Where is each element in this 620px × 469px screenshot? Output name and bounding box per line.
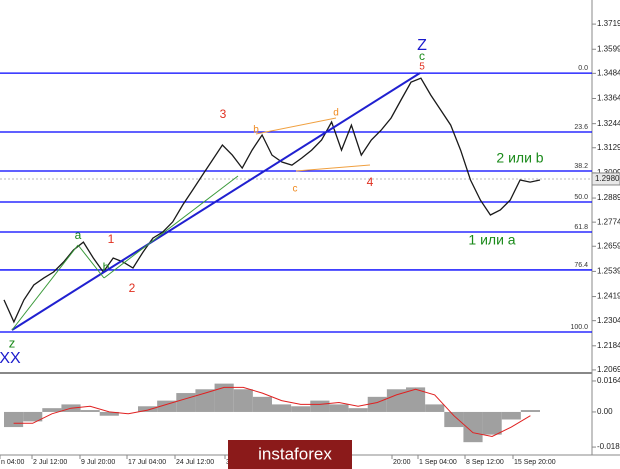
osc-bar: [367, 396, 387, 412]
x-tick-label: 15 Sep 20:00: [514, 459, 556, 466]
current-price-label: 1.2980: [595, 174, 620, 183]
osc-bar: [176, 393, 196, 412]
osc-tick-label: -0.01859: [597, 442, 620, 451]
current-price-box: [591, 172, 620, 186]
x-tick-label: 2 Jul 12:00: [33, 459, 67, 466]
logo: instaforex: [258, 444, 332, 463]
y-tick-label: 1.2889: [597, 193, 620, 202]
wave-label: XX: [0, 350, 21, 367]
osc-bar: [482, 411, 502, 435]
wave-label: 4: [367, 175, 374, 189]
wave-label: 3: [220, 107, 227, 121]
osc-bar: [348, 408, 368, 412]
osc-tick-label: 0.00: [597, 407, 613, 416]
logo-box: [228, 440, 352, 469]
wave-line: [103, 175, 239, 279]
x-tick-label: 1 Sep 04:00: [419, 459, 457, 466]
wave-label: 1 или a: [468, 232, 515, 248]
x-tick-label: 20:00: [393, 459, 411, 466]
trend-line: [11, 72, 421, 331]
osc-bar: [501, 411, 521, 420]
wave-label: 2: [129, 281, 136, 295]
y-tick-label: 1.3244: [597, 119, 620, 128]
wave-label: 2 или b: [496, 150, 543, 166]
fib-label: 100.0: [570, 324, 588, 331]
fib-label: 23.6: [574, 124, 588, 131]
osc-bar: [444, 411, 464, 428]
y-tick-label: 1.3599: [597, 44, 620, 53]
osc-bar: [520, 410, 540, 412]
x-tick-label: 24 Jul 12:00: [176, 459, 214, 466]
osc-bar: [80, 410, 100, 412]
wave-label: a: [75, 228, 82, 242]
wave-label: Z: [417, 37, 427, 54]
y-tick-label: 1.2774: [597, 217, 620, 226]
osc-bar: [23, 411, 43, 422]
wave-line: [11, 244, 79, 331]
osc-bar: [157, 400, 177, 412]
osc-bar: [425, 404, 445, 412]
wave-label: c: [293, 184, 298, 195]
y-tick-label: 1.3364: [597, 94, 620, 103]
y-tick-label: 1.2304: [597, 316, 620, 325]
wave-label: d: [333, 108, 339, 119]
y-tick-label: 1.3484: [597, 68, 620, 77]
wave-label: 5: [419, 62, 425, 73]
osc-bar: [386, 389, 406, 412]
fib-label: 61.8: [574, 224, 588, 231]
osc-bar: [291, 406, 311, 412]
osc-tick-label: 0.0164: [597, 376, 620, 385]
x-tick-label: 17 Jul 04:00: [128, 459, 166, 466]
wave-line: [77, 244, 105, 279]
wave-label: b: [253, 125, 259, 136]
osc-bar: [214, 383, 234, 412]
y-tick-label: 1.2184: [597, 341, 620, 350]
y-tick-label: 1.2419: [597, 292, 620, 301]
wave-label: z: [9, 335, 16, 350]
plot-layer: 1.37191.35991.34841.33641.32441.31291.30…: [0, 19, 620, 466]
y-tick-label: 1.2659: [597, 241, 620, 250]
wave-label: b: [103, 260, 110, 274]
wave-line: [255, 117, 337, 135]
price-line: [3, 77, 541, 324]
osc-bar: [99, 411, 119, 416]
y-tick-label: 1.3719: [597, 19, 620, 28]
fib-label: 38.2: [574, 163, 588, 170]
wave-line: [295, 164, 371, 172]
y-tick-label: 1.2539: [597, 267, 620, 276]
osc-bar: [4, 411, 24, 428]
osc-bar: [272, 404, 292, 412]
x-tick-label: 9 Jul 20:00: [81, 459, 115, 466]
osc-bar: [463, 411, 483, 443]
x-tick-label: 8 Sep 12:00: [466, 459, 504, 466]
osc-bar: [252, 396, 272, 412]
osc-bar: [406, 387, 426, 412]
fib-label: 0.0: [578, 65, 588, 72]
osc-signal: [13, 386, 531, 438]
fib-label: 50.0: [574, 194, 588, 201]
wave-label: 1: [108, 232, 115, 246]
y-tick-label: 1.2069: [597, 365, 620, 374]
osc-bar: [329, 404, 349, 412]
wave-label: c: [419, 49, 425, 63]
osc-bar: [310, 400, 330, 412]
osc-bar: [233, 389, 253, 412]
y-tick-label: 1.3129: [597, 143, 620, 152]
osc-bar: [42, 408, 62, 412]
osc-bar: [138, 406, 158, 412]
fib-label: 76.4: [574, 262, 588, 269]
x-tick-label: n 04:00: [1, 459, 24, 466]
